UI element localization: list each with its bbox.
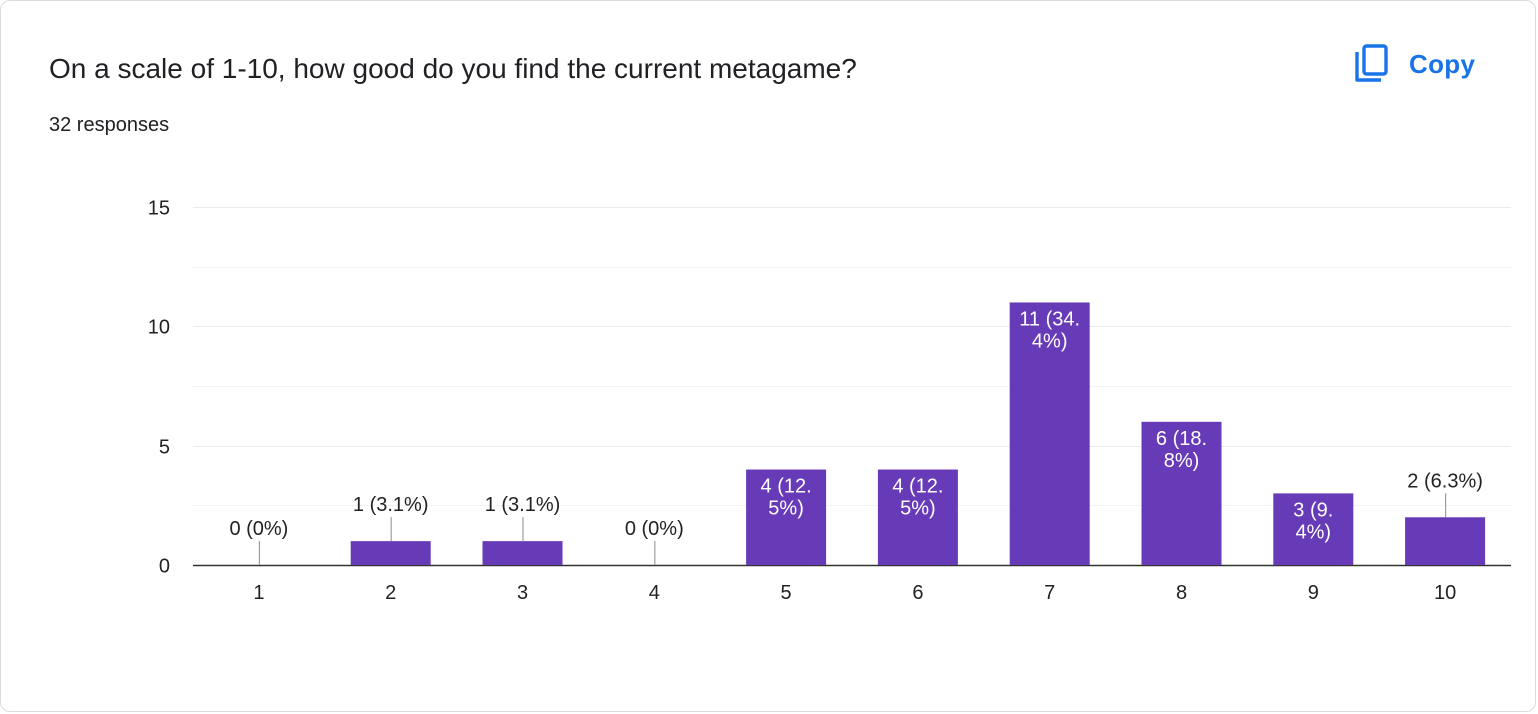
bar bbox=[350, 541, 431, 565]
x-tick-label: 9 bbox=[1308, 582, 1319, 604]
x-tick-label: 2 bbox=[385, 582, 396, 604]
x-tick-label: 4 bbox=[649, 582, 660, 604]
copy-icon bbox=[1355, 44, 1388, 82]
bar bbox=[1273, 493, 1354, 565]
bar bbox=[1009, 302, 1090, 565]
data-label: 4 (12. bbox=[761, 476, 812, 498]
x-tick-label: 7 bbox=[1044, 582, 1055, 604]
data-label: 1 (3.1%) bbox=[485, 494, 561, 516]
y-tick-label: 5 bbox=[159, 437, 170, 459]
bar bbox=[746, 469, 827, 565]
question-title: On a scale of 1-10, how good do you find… bbox=[49, 53, 857, 84]
bar bbox=[482, 541, 563, 565]
data-label: 4 (12. bbox=[892, 476, 943, 498]
data-label: 5%) bbox=[900, 498, 936, 520]
bar bbox=[877, 469, 958, 565]
x-tick-label: 5 bbox=[781, 582, 792, 604]
copy-button-label: Copy bbox=[1409, 48, 1476, 79]
x-tick-label: 10 bbox=[1434, 582, 1456, 604]
y-tick-label: 0 bbox=[159, 556, 170, 578]
data-label: 11 (34. bbox=[1019, 308, 1080, 330]
x-tick-label: 1 bbox=[253, 582, 264, 604]
data-label: 4%) bbox=[1296, 521, 1332, 543]
bar bbox=[1405, 517, 1486, 565]
data-label: 5%) bbox=[768, 498, 804, 520]
copy-chart-button[interactable]: Copy bbox=[1341, 39, 1487, 89]
x-tick-label: 3 bbox=[517, 582, 528, 604]
x-tick-label: 8 bbox=[1176, 582, 1187, 604]
data-label: 8%) bbox=[1164, 450, 1200, 472]
data-label: 2 (6.3%) bbox=[1407, 470, 1483, 492]
data-label: 6 (18. bbox=[1156, 428, 1207, 450]
y-tick-label: 15 bbox=[148, 198, 170, 220]
data-label: 0 (0%) bbox=[229, 518, 288, 540]
y-tick-label: 10 bbox=[148, 317, 170, 339]
data-label: 4%) bbox=[1032, 330, 1068, 352]
response-count: 32 responses bbox=[49, 114, 170, 136]
data-label: 1 (3.1%) bbox=[353, 494, 429, 516]
data-label: 0 (0%) bbox=[625, 518, 684, 540]
data-label: 3 (9. bbox=[1293, 499, 1333, 521]
x-tick-label: 6 bbox=[912, 582, 923, 604]
bar bbox=[1141, 421, 1222, 565]
